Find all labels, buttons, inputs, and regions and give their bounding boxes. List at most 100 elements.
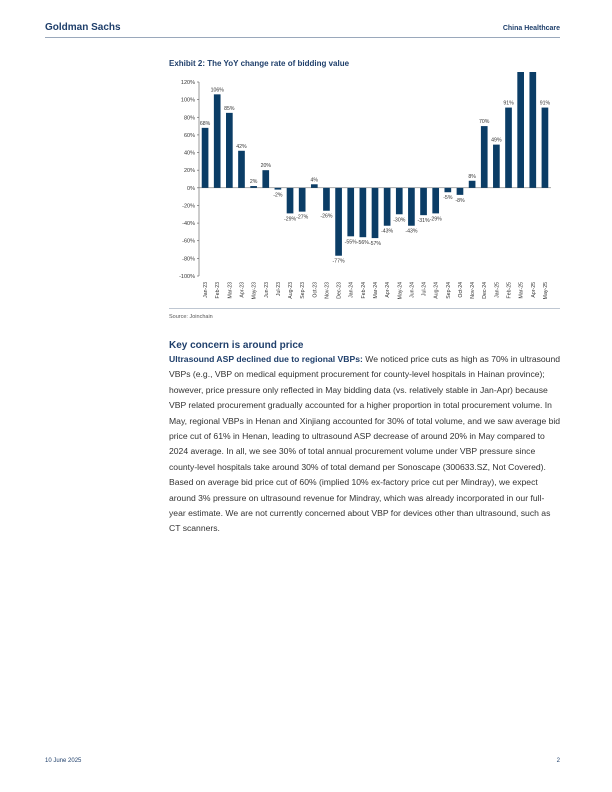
data-label: 8%	[468, 174, 476, 180]
page-number: 2	[556, 758, 560, 764]
x-tick-label: Mar-24	[373, 282, 379, 299]
x-tick-label: Feb-25	[507, 282, 513, 299]
x-tick-label: Mar-23	[227, 282, 233, 299]
data-label: -29%	[284, 216, 296, 222]
bar	[517, 72, 524, 188]
data-label: 20%	[261, 163, 272, 169]
data-label: -8%	[455, 198, 465, 204]
data-label: -5%	[443, 195, 453, 201]
y-tick-label: 80%	[184, 115, 195, 121]
bar	[371, 187, 379, 239]
y-tick-label: 20%	[184, 168, 195, 174]
section-heading: Key concern is around price	[169, 340, 304, 351]
bar	[383, 187, 391, 226]
chart-source: Source: Joinchain	[169, 314, 213, 320]
bar	[201, 127, 209, 188]
x-tick-label: Dec-24	[482, 282, 488, 299]
paragraph-text: We noticed price cuts as high as 70% in …	[169, 354, 561, 534]
bar	[408, 187, 415, 226]
exhibit-title: Exhibit 2: The YoY change rate of biddin…	[169, 59, 350, 68]
data-label: 106%	[211, 87, 225, 93]
y-tick-label: 120%	[181, 80, 195, 86]
x-tick-label: Apr-25	[531, 282, 537, 298]
bar	[226, 112, 233, 188]
bar	[298, 187, 306, 212]
x-tick-label: Dec-23	[337, 282, 343, 299]
x-tick-label: Aug-23	[288, 282, 294, 299]
y-tick-label: -60%	[182, 239, 195, 245]
data-label: 91%	[540, 101, 551, 107]
bar	[493, 144, 500, 188]
x-tick-label: Oct-24	[458, 282, 464, 298]
x-tick-label: Jan-23	[203, 282, 209, 298]
y-tick-label: 0%	[187, 186, 195, 192]
y-tick-label: -40%	[182, 221, 195, 227]
data-label: -2%	[273, 193, 283, 199]
x-tick-label: Jun-24	[409, 282, 415, 298]
x-tick-label: Feb-24	[361, 282, 367, 299]
x-tick-label: Oct-23	[312, 282, 318, 298]
bar	[420, 187, 427, 216]
x-tick-label: Aug-24	[434, 282, 440, 299]
x-tick-label: May-24	[397, 282, 403, 299]
bar	[505, 107, 512, 188]
data-label: -56%	[357, 240, 369, 246]
data-label: 49%	[491, 138, 502, 144]
x-tick-label: Jul-23	[276, 282, 282, 296]
data-label: 42%	[236, 144, 247, 150]
bar	[456, 187, 464, 195]
brand-name: Goldman Sachs	[45, 22, 121, 33]
bar	[432, 187, 440, 214]
x-tick-label: Sep-23	[300, 282, 306, 299]
bar	[323, 187, 330, 211]
data-label: 68%	[200, 121, 211, 127]
bar	[286, 187, 294, 214]
x-tick-label: Nov-24	[470, 282, 476, 299]
y-tick-label: -80%	[182, 256, 195, 262]
y-tick-label: 60%	[184, 133, 195, 139]
bar	[444, 187, 452, 193]
bar	[480, 126, 488, 188]
data-label: 2%	[250, 179, 258, 185]
data-label: -29%	[430, 216, 442, 222]
bar	[335, 187, 342, 256]
data-label: -43%	[381, 229, 393, 235]
bar	[274, 187, 282, 190]
bar	[347, 187, 355, 237]
bidding-value-chart: 120% 100% 80% 60% 40% 20% 0% -20% -40% -60% -80% -1…	[179, 72, 551, 299]
bar	[359, 187, 367, 238]
bar	[310, 184, 318, 188]
data-label: -77%	[333, 259, 345, 265]
data-label: -57%	[369, 241, 381, 247]
x-tick-label: Jul-24	[422, 282, 428, 296]
x-tick-label: Sep-24	[446, 282, 452, 299]
data-label: -55%	[345, 239, 357, 245]
y-tick-label: 100%	[181, 98, 195, 104]
data-label: -43%	[405, 229, 417, 235]
x-tick-label: May-25	[543, 282, 549, 299]
bar	[395, 187, 403, 215]
y-tick-label: -20%	[182, 203, 195, 209]
bar	[213, 94, 221, 188]
x-tick-label: Jan-24	[349, 282, 355, 298]
bar	[250, 186, 257, 188]
bar	[541, 107, 549, 188]
y-tick-label: 40%	[184, 151, 195, 157]
data-label: 4%	[311, 177, 319, 183]
source-rule	[169, 308, 560, 309]
x-tick-label: May-23	[252, 282, 258, 299]
x-tick-label: Mar-25	[519, 282, 525, 299]
x-tick-label: Apr-23	[239, 282, 245, 298]
x-tick-label: Feb-23	[215, 282, 221, 299]
bar	[529, 72, 537, 188]
x-tick-label: Jan-25	[494, 282, 500, 298]
footer-date: 10 June 2025	[45, 758, 82, 764]
data-label: 85%	[224, 106, 235, 112]
data-label: -27%	[296, 215, 308, 221]
data-label: -30%	[393, 217, 405, 223]
bar	[468, 180, 476, 188]
data-label: 70%	[479, 119, 490, 125]
y-tick-label: -100%	[179, 274, 195, 280]
header-rule	[45, 37, 560, 38]
x-tick-label: Jun-23	[264, 282, 270, 298]
